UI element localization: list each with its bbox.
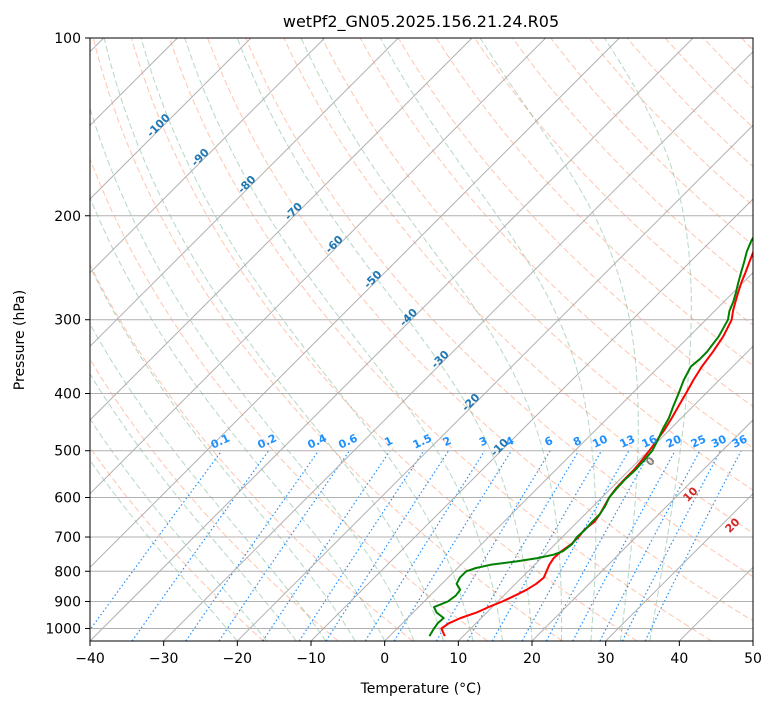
mixing-ratio-line [621,450,721,641]
dry-adiabat-line [207,38,753,622]
plot-background [90,38,753,641]
isotherm-line [90,38,252,200]
moist-adiabat-line [300,38,563,641]
y-tick-label: 500 [54,444,81,460]
x-tick-label: 20 [523,651,541,667]
mixing-ratio-label: 30 [709,432,729,450]
temperature-profile-line [440,250,753,637]
y-tick-label: 700 [54,530,81,546]
moist-adiabat-line [140,38,474,641]
x-tick-label: −30 [149,651,179,667]
x-tick-label: −20 [223,651,253,667]
dry-adiabat-line [321,38,753,491]
mixing-ratio-line [218,450,350,641]
y-tick-label: 400 [54,387,81,403]
mixing-ratio-line [90,450,223,631]
isotherm-line [531,419,753,641]
x-tick-label: 50 [744,651,762,667]
dry-adiabat-line [397,38,753,408]
dry-adiabat-line [90,358,339,641]
mixing-ratio-label: 25 [689,432,708,450]
x-tick-label: −10 [296,651,326,667]
mixing-ratio-label: 10 [590,432,610,450]
isotherm-line [90,38,547,495]
mixing-ratio-label: 20 [664,432,684,450]
mixing-ratio-line [521,450,630,641]
y-tick-label: 800 [54,564,81,580]
moist-adiabat-line [479,38,639,641]
y-tick-label: 300 [54,313,81,329]
isotherm-line [457,345,753,641]
moist-adiabat-line [90,265,356,641]
y-tick-label: 100 [54,31,81,47]
isotherm-line [90,38,473,421]
mixing-ratio-line [545,450,652,641]
isotherm-line [163,50,753,641]
dry-adiabat-line [90,263,414,641]
dry-adiabat-line [283,38,753,534]
isotherm-line [90,38,694,641]
y-tick-label: 900 [54,594,81,610]
isotherm-line [605,492,753,641]
x-tick-label: 0 [380,651,389,667]
moist-adiabat-line [90,459,238,641]
dry-adiabat-line [435,38,753,367]
mixing-ratio-line [262,450,391,641]
y-tick-label: 1000 [45,621,81,637]
chart-title: wetPf2_GN05.2025.156.21.24.R05 [283,12,559,32]
y-tick-label: 600 [54,490,81,506]
dry-adiabat-line [130,38,638,641]
dry-adiabat-line [245,38,753,578]
mixing-ratio-line [298,450,425,641]
moist-adiabat-line [90,418,268,641]
dry-adiabat-label: 30 [768,545,775,565]
isotherm-line [236,124,753,641]
plot-frame [89,37,754,642]
y-tick-label: 200 [54,209,81,225]
moist-adiabat-line [90,196,386,641]
mixing-ratio-label: 36 [730,432,750,450]
moist-adiabat-line [604,38,692,641]
mixing-ratio-label: 16 [640,432,660,450]
x-axis-label: Temperature (°C) [360,681,482,697]
moist-adiabat-line [90,373,297,641]
dry-adiabat-line [92,38,563,641]
moist-adiabat-line [379,38,597,641]
isotherm-line [90,38,620,569]
isotherm-line [384,271,753,641]
dewpoint-profile-line [428,236,753,637]
isotherm-line [310,198,753,641]
isotherm-line [752,640,753,641]
mixing-ratio-line [185,450,320,641]
mixing-ratio-line [393,450,512,641]
moist-adiabat-line [236,38,533,641]
x-tick-label: 10 [449,651,467,667]
x-tick-label: 30 [597,651,615,667]
moist-adiabat-line [103,38,445,641]
mixing-ratio-line [364,450,486,641]
mixing-ratio-line [325,450,450,641]
mixing-ratio-line [644,450,742,641]
isotherm-line [90,38,399,348]
mixing-ratio-label: 13 [618,432,637,450]
y-axis-label: Pressure (hPa) [12,290,28,390]
x-tick-label: −40 [75,651,105,667]
isotherm-line [90,38,326,274]
x-tick-label: 40 [670,651,688,667]
